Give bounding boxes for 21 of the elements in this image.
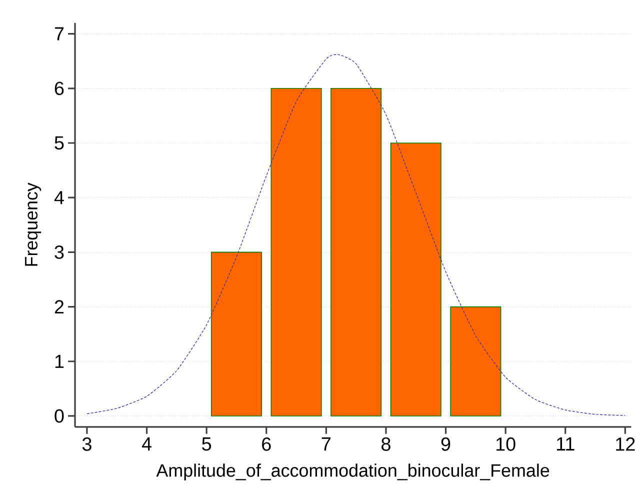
y-tick-label: 0 bbox=[54, 409, 64, 423]
line-series bbox=[86, 54, 626, 416]
y-tick-label: 7 bbox=[54, 27, 64, 40]
x-tick-label: 12 bbox=[616, 437, 635, 451]
x-tick-label: 6 bbox=[262, 437, 271, 451]
y-tick-label: 4 bbox=[54, 191, 64, 204]
y-tick-label: 1 bbox=[55, 354, 64, 368]
x-tick-label: 8 bbox=[382, 437, 390, 451]
y-tick-label: 3 bbox=[54, 245, 64, 259]
y-tick-label: 6 bbox=[54, 82, 64, 96]
x-tick-label: 5 bbox=[202, 437, 212, 451]
y-tick-label: 2 bbox=[54, 300, 64, 314]
y-tick-label: 5 bbox=[54, 136, 64, 150]
x-tick-label: 9 bbox=[441, 437, 450, 451]
x-tick-label: 3 bbox=[82, 437, 92, 451]
x-tick-label: 4 bbox=[142, 437, 152, 450]
x-axis-title: Amplitude_of_accommodation_binocular_Female bbox=[156, 464, 550, 480]
x-tick-label: 10 bbox=[496, 437, 516, 451]
x-tick-label: 11 bbox=[556, 437, 574, 450]
x-tick-label: 7 bbox=[322, 437, 330, 450]
y-axis-title: Frequency bbox=[25, 182, 42, 266]
